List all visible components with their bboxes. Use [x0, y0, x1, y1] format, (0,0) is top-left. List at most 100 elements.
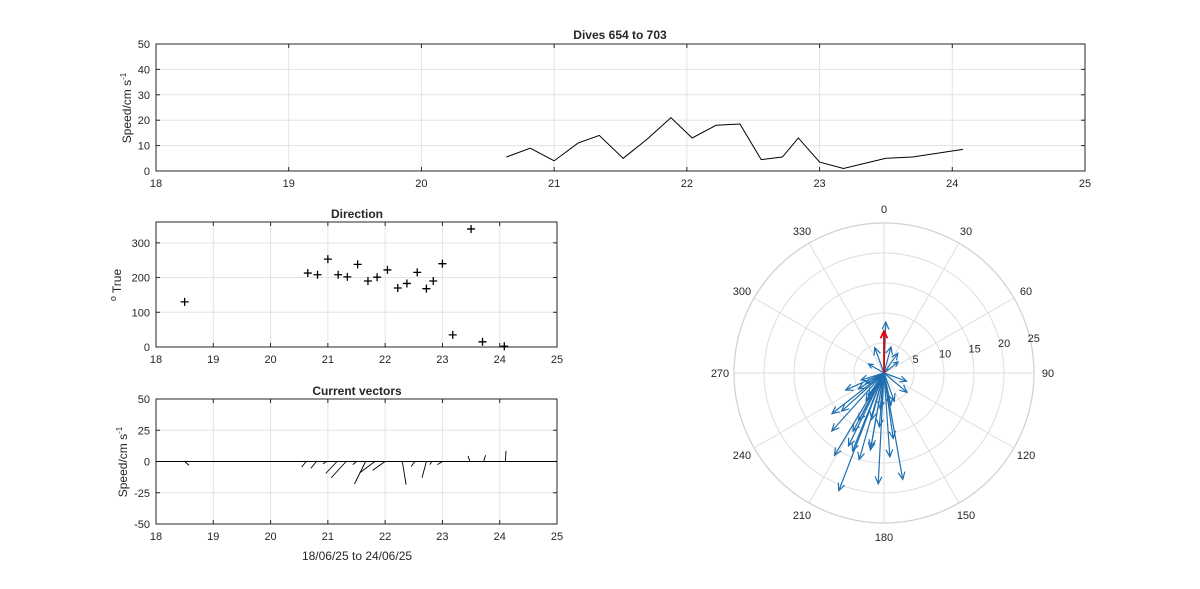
polar-vector — [883, 372, 894, 439]
polar-vector-head — [873, 346, 881, 356]
vectors-x-tick-label: 18 — [150, 531, 162, 543]
direction-y-tick-label: 0 — [144, 342, 150, 354]
polar-vector — [883, 372, 904, 480]
polar-vector-head — [837, 482, 846, 492]
speed-series-line — [506, 116, 963, 169]
direction-x-tick-label: 20 — [264, 354, 276, 366]
speed-x-tick-label: 25 — [1079, 178, 1091, 190]
direction-y-tick-label: 300 — [132, 238, 150, 250]
vectors-y-tick-label: -50 — [134, 519, 150, 531]
polar-radius-label: 20 — [998, 338, 1010, 350]
polar-angle-label: 30 — [960, 226, 972, 238]
polar-spoke — [883, 372, 960, 504]
polar-radius-label: 5 — [912, 354, 918, 366]
current-vector — [330, 461, 347, 479]
direction-x-tick-label: 22 — [379, 354, 391, 366]
speed-y-tick-label: 40 — [138, 64, 150, 76]
speed-x-tick-label: 24 — [946, 178, 958, 190]
current-vector — [483, 455, 486, 462]
current-vector — [322, 461, 327, 465]
polar-vector — [883, 361, 899, 374]
vectors-ylabel-superscript: -1 — [115, 426, 124, 434]
direction-title: Direction — [331, 207, 383, 221]
current-vector — [372, 461, 386, 471]
direction-axes: Direction o True 18 19 20 21 22 23 24 25 0 100 200 3… — [108, 207, 563, 366]
direction-point — [313, 270, 322, 279]
direction-point — [343, 272, 352, 281]
polar-vector — [883, 372, 908, 393]
direction-x-tick-label: 18 — [150, 354, 162, 366]
polar-angle-label: 90 — [1042, 368, 1054, 380]
direction-point — [303, 269, 312, 278]
vectors-x-tick-label: 24 — [494, 531, 506, 543]
direction-point — [422, 284, 431, 293]
polar-angle-label: 180 — [875, 532, 893, 544]
direction-point — [373, 273, 382, 282]
polar-angle-label: 240 — [733, 450, 751, 462]
polar-mean-vector-head — [879, 328, 889, 339]
speed-ylabel: Speed/cm s-1 — [119, 72, 134, 143]
polar-vector-head — [897, 471, 906, 481]
polar-vector-head — [877, 401, 885, 411]
speed-axes-box — [155, 43, 1086, 172]
speed-x-tick-label: 20 — [415, 178, 427, 190]
polar-spoke — [883, 372, 1015, 449]
direction-y-tick-label: 200 — [132, 273, 150, 285]
polar-vector-head — [833, 447, 842, 457]
vectors-ylabel: Speed/cm s-1 — [115, 426, 130, 497]
polar-vector-head — [888, 430, 897, 440]
polar-radius-label: 15 — [969, 343, 981, 355]
speed-axes: Dives 654 to 703 Speed/cm s-1 18 19 20 21 22… — [119, 28, 1091, 190]
speed-x-tick-label: 19 — [283, 178, 295, 190]
polar-spoke — [883, 242, 960, 374]
polar-vector-head — [867, 441, 876, 452]
speed-y-tick-label: 0 — [144, 166, 150, 178]
vectors-x-tick-label: 25 — [551, 531, 563, 543]
speed-y-tick-label: 20 — [138, 115, 150, 127]
polar-vector-head — [891, 352, 899, 361]
polar-vector-head — [881, 320, 890, 330]
speed-x-tick-label: 18 — [150, 178, 162, 190]
polar-radius-label: 25 — [1028, 333, 1040, 345]
speed-y-tick-label: 50 — [138, 39, 150, 51]
polar-spoke — [753, 372, 885, 449]
polar-angle-label: 120 — [1017, 450, 1035, 462]
polar-vector — [869, 372, 885, 450]
polar-spoke — [883, 297, 1015, 374]
direction-ylabel: o True — [108, 269, 124, 302]
polar-angle-label: 270 — [711, 368, 729, 380]
current-vector — [504, 450, 507, 462]
direction-point — [353, 260, 362, 269]
polar-vector — [847, 372, 885, 447]
polar-vector-head — [867, 387, 876, 397]
vectors-y-tick-label: 0 — [144, 457, 150, 469]
polar-vector — [845, 372, 885, 391]
direction-point — [180, 297, 189, 306]
polar-vector-head — [857, 451, 865, 461]
current-vector — [467, 455, 471, 462]
vectors-y-tick-label: 25 — [138, 425, 150, 437]
polar-axes: 5 10 15 20 25 0 30 60 90 120 150 180 210 240 270 300 330 — [711, 204, 1054, 544]
direction-point — [500, 342, 509, 351]
vectors-title: Current vectors — [312, 384, 402, 398]
current-vector — [401, 461, 407, 485]
speed-y-tick-label: 30 — [138, 90, 150, 102]
direction-x-tick-label: 25 — [551, 354, 563, 366]
polar-angle-label: 60 — [1020, 286, 1032, 298]
vectors-x-tick-label: 20 — [264, 531, 276, 543]
polar-vector-head — [844, 383, 854, 391]
direction-y-tick-label: 100 — [132, 307, 150, 319]
polar-vector-head — [888, 393, 896, 403]
polar-angle-label: 300 — [733, 286, 751, 298]
polar-angle-label: 210 — [793, 510, 811, 522]
polar-vector — [883, 372, 891, 457]
direction-point — [478, 337, 487, 346]
direction-point — [383, 265, 392, 274]
polar-vector-head — [892, 361, 900, 368]
polar-vector — [870, 372, 885, 420]
polar-vector-head — [869, 411, 878, 421]
speed-title: Dives 654 to 703 — [573, 28, 667, 42]
current-vector — [325, 461, 338, 474]
polar-vector — [874, 347, 885, 374]
